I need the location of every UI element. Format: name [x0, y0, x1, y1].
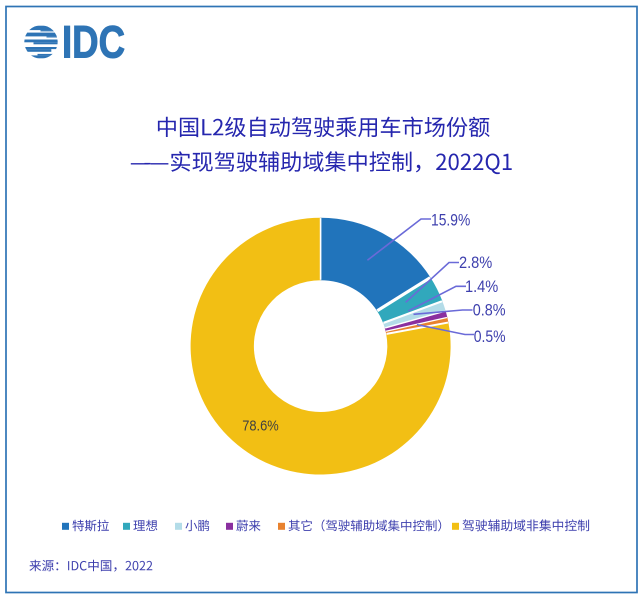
- svg-text:2.8%: 2.8%: [459, 254, 492, 272]
- svg-text:1.4%: 1.4%: [465, 278, 498, 296]
- svg-text:IDC: IDC: [62, 17, 125, 68]
- svg-text:0.5%: 0.5%: [474, 328, 506, 346]
- svg-text:78.6%: 78.6%: [242, 419, 279, 435]
- svg-text:0.8%: 0.8%: [473, 302, 506, 320]
- svg-text:15.9%: 15.9%: [431, 212, 470, 230]
